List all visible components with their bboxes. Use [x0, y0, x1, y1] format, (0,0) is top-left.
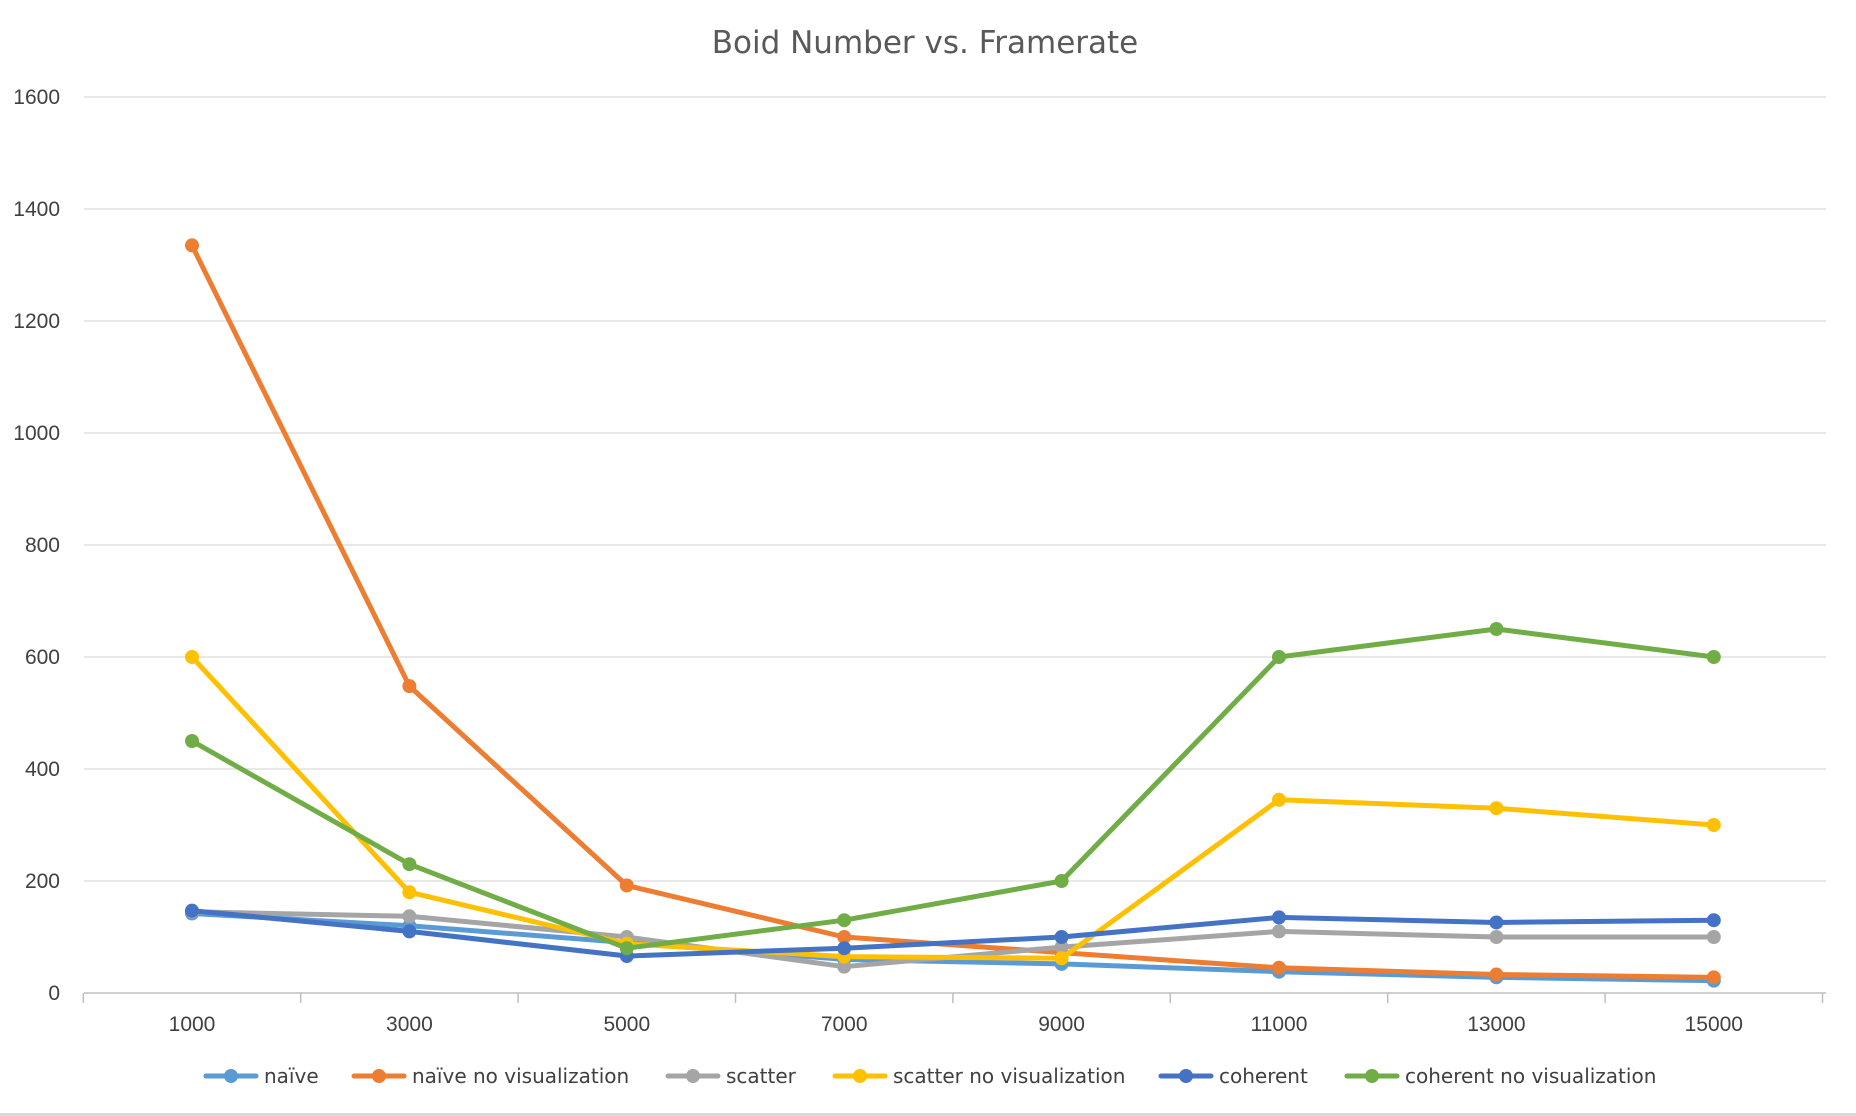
legend-marker-5 [1365, 1069, 1379, 1083]
legend-label-5: coherent no visualization [1405, 1064, 1656, 1088]
data-point-1-3 [837, 930, 852, 944]
y-tick-label-1600: 1600 [13, 86, 60, 109]
legend-label-3: scatter no visualization [893, 1064, 1125, 1088]
data-point-3-5 [1272, 792, 1286, 807]
data-point-2-7 [1706, 930, 1721, 944]
legend-item-4[interactable]: coherent [1158, 1064, 1308, 1088]
data-point-5-6 [1489, 622, 1504, 636]
y-tick-label-200: 200 [25, 870, 60, 893]
data-point-3-0 [185, 650, 199, 664]
x-tick-label-11000: 11000 [1251, 1013, 1308, 1036]
series-line-5 [189, 626, 1717, 951]
data-point-4-0 [185, 903, 199, 918]
data-point-4-3 [837, 941, 852, 956]
y-tick-label-1200: 1200 [13, 310, 60, 333]
series-1 [185, 238, 1721, 985]
data-point-4-6 [1489, 915, 1504, 930]
data-point-1-2 [619, 878, 634, 893]
series-line-4 [189, 908, 1717, 959]
legend-label-1: naïve no visualization [412, 1064, 629, 1088]
legend-marker-4 [1179, 1069, 1193, 1083]
data-point-1-1 [402, 679, 417, 694]
data-point-5-4 [1054, 874, 1069, 888]
data-point-5-7 [1706, 650, 1721, 664]
legend-label-0: naïve [264, 1064, 319, 1088]
x-tick-label-7000: 7000 [821, 1013, 868, 1036]
series-layer [185, 238, 1721, 988]
x-tick-label-9000: 9000 [1038, 1013, 1085, 1036]
data-point-2-4 [1054, 940, 1069, 955]
data-point-4-1 [402, 924, 417, 939]
data-point-2-6 [1489, 930, 1504, 944]
data-point-2-1 [402, 909, 417, 924]
legend-item-5[interactable]: coherent no visualization [1344, 1064, 1656, 1088]
data-point-4-4 [1054, 930, 1069, 944]
series-line-3 [189, 654, 1717, 961]
data-point-1-5 [1272, 960, 1286, 975]
data-point-3-1 [402, 885, 417, 900]
legend-item-1[interactable]: naïve no visualization [351, 1064, 629, 1088]
x-axis: 1000 3000 5000 7000 9000 11000 13000 15000 [82, 993, 1824, 1036]
series-5 [185, 622, 1721, 956]
y-tick-label-1000: 1000 [13, 422, 60, 445]
legend-marker-2 [686, 1069, 700, 1083]
y-tick-label-800: 800 [25, 534, 60, 557]
data-point-4-7 [1706, 913, 1721, 928]
data-point-5-5 [1272, 650, 1286, 664]
legend-label-2: scatter [726, 1064, 797, 1088]
data-point-3-4 [1054, 951, 1069, 966]
data-point-5-3 [837, 913, 852, 928]
legend-marker-3 [853, 1069, 867, 1083]
x-tick-label-13000: 13000 [1467, 1013, 1525, 1036]
legend-item-0[interactable]: naïve [203, 1064, 319, 1088]
legend-marker-1 [372, 1069, 386, 1083]
y-tick-label-400: 400 [25, 758, 60, 781]
data-point-5-1 [402, 857, 417, 872]
legend-marker-0 [224, 1069, 238, 1083]
data-point-4-5 [1272, 910, 1286, 925]
x-tick-label-5000: 5000 [603, 1013, 650, 1036]
data-point-3-7 [1706, 818, 1721, 832]
data-point-2-5 [1272, 924, 1286, 939]
data-point-1-7 [1706, 970, 1721, 985]
x-tick-label-3000: 3000 [386, 1013, 433, 1036]
data-point-5-0 [185, 734, 199, 748]
legend[interactable]: naïve naïve no visualization scatter scatte… [203, 1064, 1656, 1088]
data-point-2-3 [837, 959, 852, 974]
data-point-5-2 [619, 941, 634, 956]
chart-border [0, 1113, 1856, 1116]
data-point-3-6 [1489, 801, 1504, 816]
y-tick-label-0: 0 [48, 982, 60, 1005]
x-tick-label-15000: 15000 [1685, 1013, 1743, 1036]
gridlines [84, 96, 1826, 994]
series-line-0 [189, 910, 1717, 984]
chart-title: Boid Number vs. Framerate [712, 25, 1139, 61]
x-tick-label-1000: 1000 [169, 1013, 216, 1036]
legend-label-4: coherent [1219, 1064, 1308, 1088]
y-tick-label-1400: 1400 [13, 198, 60, 221]
y-axis: 0 200 400 600 800 1000 1200 1400 1600 [13, 86, 60, 1005]
legend-item-3[interactable]: scatter no visualization [832, 1064, 1125, 1088]
series-3 [185, 650, 1721, 966]
y-tick-label-600: 600 [25, 646, 60, 669]
data-point-1-6 [1489, 967, 1504, 982]
legend-item-2[interactable]: scatter [665, 1064, 797, 1088]
data-point-1-0 [185, 238, 199, 253]
